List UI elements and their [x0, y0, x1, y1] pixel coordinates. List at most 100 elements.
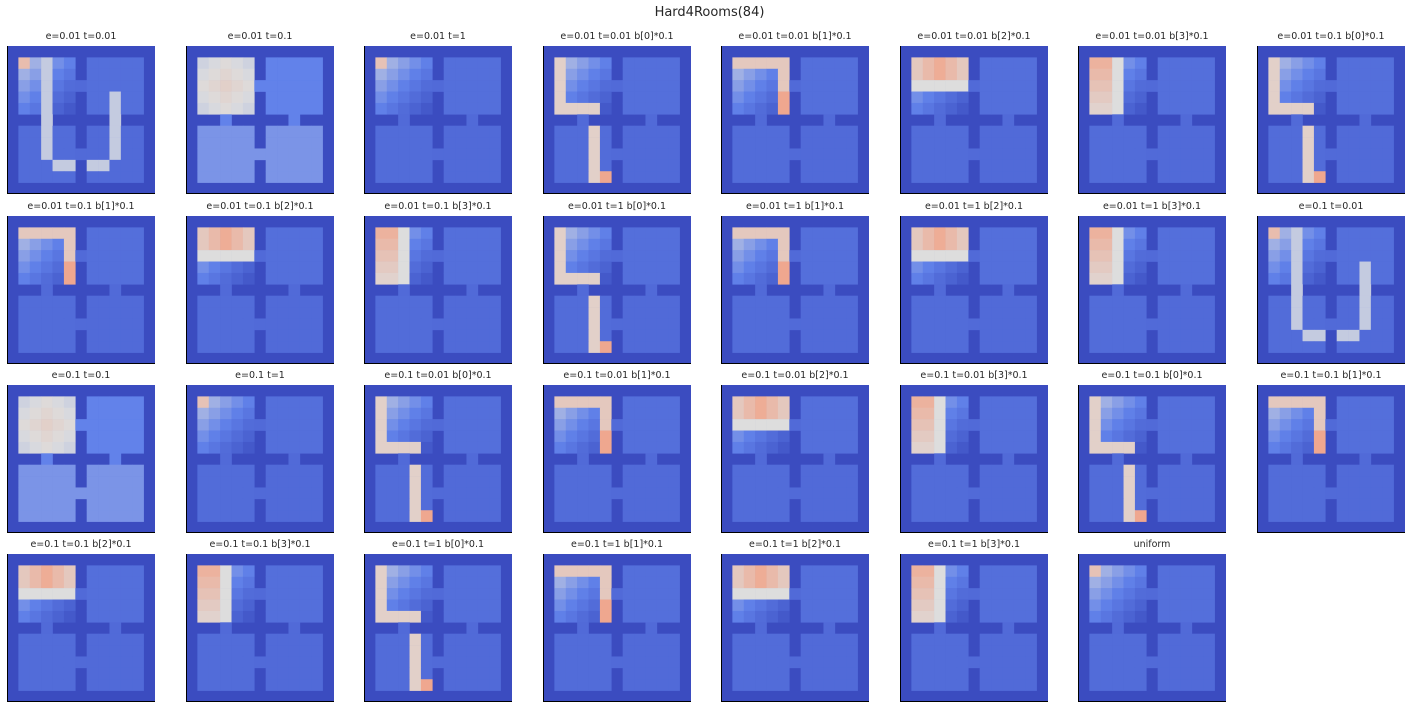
heatmap-cell: [1002, 68, 1015, 81]
heatmap-cell: [991, 250, 1003, 262]
heatmap-cell: [922, 679, 935, 691]
heatmap-cell: [63, 159, 76, 172]
heatmap-cell: [777, 57, 790, 70]
heatmap-image: [186, 46, 334, 194]
heatmap-cell: [622, 588, 635, 600]
heatmap-cell: [75, 148, 87, 161]
heatmap-cell: [18, 272, 31, 285]
heatmap-cell: [777, 137, 790, 149]
heatmap-cell: [1100, 441, 1113, 454]
heatmap-cell: [477, 396, 490, 409]
heatmap-cell: [588, 464, 601, 477]
heatmap-cell: [743, 610, 756, 623]
heatmap-cell: [52, 341, 65, 353]
heatmap-cell: [197, 80, 210, 92]
heatmap-cell: [132, 148, 144, 161]
heatmap-cell: [1268, 329, 1281, 342]
heatmap-cell: [922, 57, 935, 70]
heatmap-cell: [1112, 679, 1124, 691]
heatmap-cell: [611, 250, 623, 262]
heatmap-cell: [599, 464, 612, 477]
heatmap-cell: [375, 610, 388, 623]
heatmap-cell: [220, 430, 232, 443]
heatmap-cell: [29, 227, 42, 240]
heatmap-cell: [1203, 599, 1215, 612]
heatmap-cell: [1348, 148, 1360, 161]
heatmap-cell: [41, 633, 53, 646]
heatmap-cell: [1336, 80, 1349, 92]
heatmap-cell: [1291, 453, 1303, 465]
heatmap-cell: [443, 318, 456, 331]
heatmap-cell: [1191, 272, 1204, 285]
heatmap-cell: [52, 261, 65, 274]
heatmap-cell: [588, 396, 601, 409]
heatmap-cell: [588, 272, 601, 285]
heatmap-cell: [577, 295, 589, 308]
heatmap-cell: [455, 171, 467, 183]
heatmap-cell: [375, 148, 388, 161]
heatmap-cell: [622, 159, 635, 172]
heatmap-cell: [86, 565, 99, 578]
heatmap-cell: [554, 645, 567, 657]
heatmap-cell: [1112, 610, 1124, 623]
heatmap-cell: [1279, 341, 1292, 353]
heatmap-cell: [398, 125, 410, 138]
heatmap-cell: [732, 148, 745, 161]
heatmap-cell: [656, 487, 669, 500]
heatmap-cell: [668, 645, 680, 657]
heatmap-cell: [120, 137, 133, 149]
heatmap-cell: [1002, 341, 1015, 353]
heatmap-cell: [645, 68, 658, 81]
heatmap-cell: [1100, 272, 1113, 285]
heatmap-cell: [656, 295, 669, 308]
heatmap-cell: [945, 396, 958, 409]
heatmap-cell: [934, 510, 946, 522]
panel-title: e=0.1 t=0.1 b[1]*0.1: [1280, 370, 1382, 381]
heatmap-cell: [823, 159, 836, 172]
heatmap-cell: [420, 329, 433, 342]
heatmap-cell: [477, 261, 490, 274]
heatmap-cell: [656, 464, 669, 477]
heatmap-cell: [1025, 565, 1037, 578]
heatmap-cell: [1169, 633, 1181, 646]
heatmap-cell: [18, 137, 31, 149]
heatmap-cell: [86, 159, 99, 172]
heatmap-cell: [1348, 125, 1360, 138]
heatmap-cell: [1089, 295, 1102, 308]
heatmap-cell: [577, 576, 589, 589]
heatmap-cell: [846, 238, 858, 251]
heatmap-cell: [277, 610, 289, 623]
heatmap-cell: [41, 565, 53, 578]
heatmap-cell: [645, 307, 658, 319]
heatmap-cell: [1268, 476, 1281, 488]
heatmap-cell: [52, 125, 65, 138]
heatmap-cell: [443, 227, 456, 240]
heatmap-cell: [668, 159, 680, 172]
heatmap-cell: [956, 148, 969, 161]
heatmap-cell: [1336, 318, 1349, 331]
heatmap-cell: [812, 441, 824, 454]
heatmap-cell: [41, 599, 53, 612]
heatmap-cell: [386, 137, 399, 149]
heatmap-cell: [197, 588, 210, 600]
heatmap-cell: [29, 656, 42, 669]
heatmap-cell: [565, 588, 578, 600]
heatmap-cell: [1370, 419, 1383, 431]
heatmap-cell: [288, 588, 301, 600]
heatmap-cell: [979, 599, 992, 612]
heatmap-cell: [1134, 227, 1147, 240]
heatmap-cell: [466, 91, 479, 104]
heatmap-cell: [554, 341, 567, 353]
heatmap-cell: [1157, 656, 1170, 669]
heatmap-cell: [777, 510, 790, 522]
heatmap-cell: [1180, 227, 1193, 240]
heatmap-cell: [477, 341, 490, 353]
heatmap-cell: [1268, 102, 1281, 115]
heatmap-cell: [466, 576, 479, 589]
heatmap-cell: [1180, 645, 1193, 657]
heatmap-cell: [1112, 407, 1124, 420]
heatmap-cell: [668, 57, 680, 70]
heatmap-cell: [911, 498, 924, 511]
heatmap-cell: [1382, 419, 1394, 431]
heatmap-cell: [1336, 159, 1349, 172]
